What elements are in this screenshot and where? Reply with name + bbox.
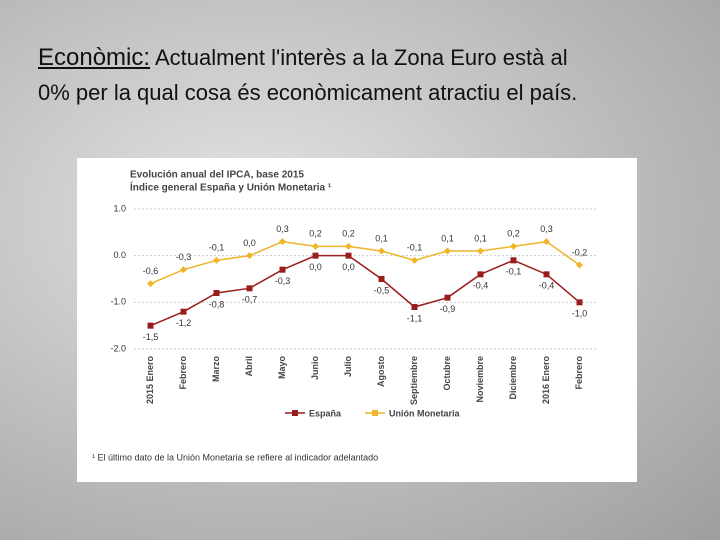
point [444,247,451,255]
chart-title: Evolución anual del IPCA, base 2015 [130,170,304,181]
heading-line: 0% per la qual cosa és econòmicament atr… [38,80,578,105]
data-label: 0,2 [342,229,355,239]
data-label: -0,8 [209,299,225,309]
point [147,280,154,288]
point [345,252,352,259]
point [543,238,550,246]
data-label: -1,2 [176,318,192,328]
data-label: 0,0 [342,262,355,272]
x-tick-label: 2016 Enero [541,356,551,405]
data-label: 0,1 [441,233,454,243]
data-label: 0,0 [309,262,322,272]
x-tick-label: Febrero [178,356,188,390]
x-tick-label: Junio [310,355,320,380]
point [411,304,418,310]
point [312,242,319,250]
y-tick-label: 1.0 [113,203,126,213]
series-line [150,254,580,327]
x-tick-label: Diciembre [508,356,518,400]
footnote: ¹ El último dato de la Unión Monetaria s… [92,452,378,462]
chart-subtitle: Índice general España y Unión Monetaria … [130,181,332,194]
data-label: 0,1 [375,233,388,243]
data-label: -0,6 [143,266,159,276]
point [345,242,352,250]
legend-marker [292,410,298,416]
point [279,238,286,246]
point [444,294,451,301]
point [576,261,583,269]
x-tick-label: Agosto [376,356,386,387]
data-label: 0,1 [474,233,487,243]
series-line [150,240,580,285]
legend-label: España [309,408,342,418]
data-label: -1,1 [407,313,423,323]
point [378,276,385,282]
point [279,266,286,273]
x-tick-label: Julio [343,356,353,378]
point [147,322,154,329]
point [543,271,550,278]
data-label: -0,2 [572,247,588,257]
data-label: -0,4 [539,281,555,291]
data-label: -0,5 [374,285,390,295]
data-label: -0,1 [407,243,423,253]
point [510,242,517,250]
point [180,308,187,315]
data-label: 0,2 [309,229,322,239]
data-label: 0,2 [507,229,520,239]
point [246,285,253,292]
point [312,252,319,259]
x-tick-label: Septiembre [409,356,419,405]
y-tick-label: 0.0 [113,250,126,260]
heading-label: Econòmic: [38,44,151,71]
data-label: -0,3 [176,252,192,262]
legend-label: Unión Monetaria [389,408,460,418]
x-tick-label: Marzo [211,356,221,383]
point [246,252,253,260]
point [213,290,220,296]
data-label: 0,3 [276,224,289,234]
chart-panel [77,158,637,482]
data-label: -0,1 [506,267,522,277]
point [411,256,418,264]
data-label: -0,1 [209,243,225,253]
heading-text: Actualment l'interès a la Zona Euro està… [154,45,568,70]
x-tick-label: 2015 Enero [145,356,155,405]
legend-marker [372,410,378,416]
data-label: -0,4 [473,281,489,291]
x-tick-label: Abril [244,356,254,377]
point [510,257,517,264]
y-tick-label: -1.0 [110,297,126,307]
point [213,256,220,264]
x-tick-label: Octubre [442,356,452,391]
data-label: -0,7 [242,295,258,305]
data-label: -0,9 [440,304,456,314]
data-label: 0,3 [540,224,553,234]
x-tick-label: Mayo [277,356,287,380]
x-tick-label: Noviembre [475,356,485,403]
data-label: -1,0 [572,309,588,319]
heading-line: Econòmic: Actualment l'interès a la Zona… [38,44,568,72]
point [576,299,583,306]
point [180,266,187,274]
point [378,247,385,255]
y-tick-label: -2.0 [110,343,126,353]
data-label: -1,5 [143,332,159,342]
data-label: -0,3 [275,276,291,286]
point [477,271,484,278]
point [477,247,484,255]
data-label: 0,0 [243,238,256,248]
x-tick-label: Febrero [574,356,584,390]
